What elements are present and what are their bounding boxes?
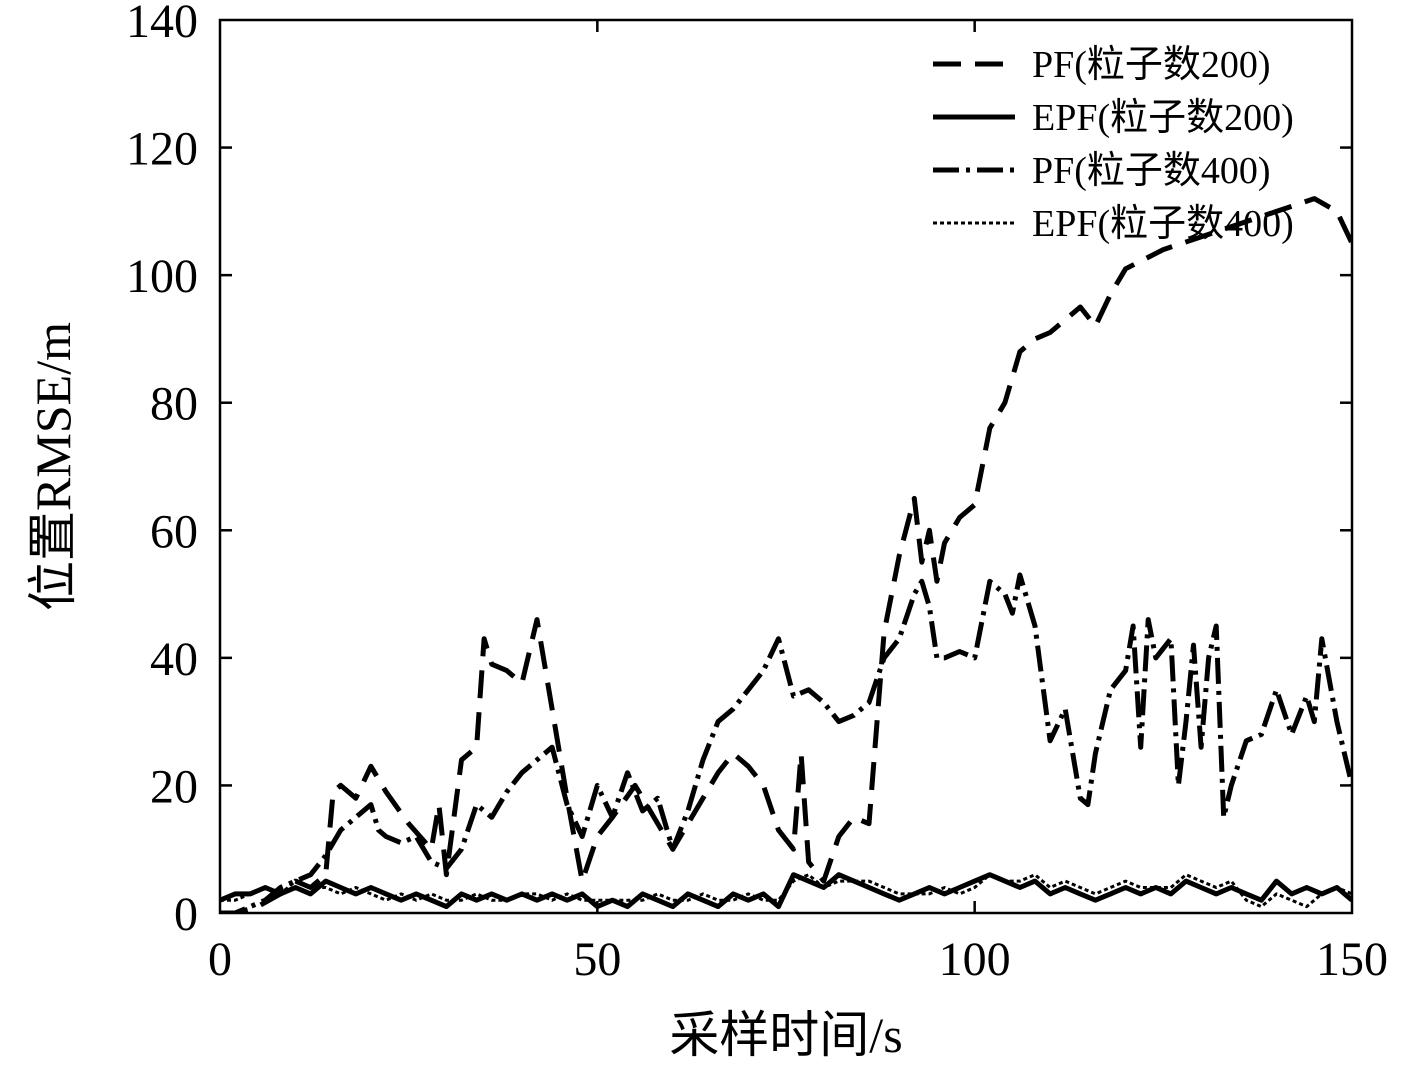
legend-label: PF(粒子数400): [1032, 150, 1271, 192]
y-axis-title: 位置RMSE/m: [25, 322, 81, 611]
series-line-4: [220, 873, 1352, 909]
y-tick-label: 60: [150, 505, 198, 558]
y-tick-label: 80: [150, 378, 198, 431]
series-line-1: [220, 196, 1352, 913]
y-tick-label: 40: [150, 633, 198, 686]
y-tick-label: 20: [150, 760, 198, 813]
series-line-3: [220, 572, 1352, 913]
x-tick-label: 50: [573, 933, 621, 986]
x-tick-label: 150: [1316, 933, 1388, 986]
y-tick-label: 100: [126, 250, 198, 303]
x-tick-label: 100: [939, 933, 1011, 986]
legend-label: EPF(粒子数200): [1032, 97, 1294, 139]
y-tick-label: 120: [126, 123, 198, 176]
series-layer: [220, 196, 1352, 913]
plot-frame: [218, 18, 1354, 915]
ticks-layer: [220, 20, 1352, 913]
legend-label: PF(粒子数200): [1032, 44, 1271, 86]
x-axis-title: 采样时间/s: [669, 1007, 902, 1061]
y-tick-label: 0: [174, 888, 198, 941]
legend: PF(粒子数200) EPF(粒子数200) PF(粒子数400) EPF(粒子数40…: [933, 44, 1294, 245]
x-tick-label: 0: [208, 933, 232, 986]
tick-labels: 0 50 100 150 0 20 40 60 80 100 120 140: [126, 0, 1388, 986]
y-tick-label: 140: [126, 0, 198, 48]
legend-label: EPF(粒子数400): [1032, 203, 1294, 245]
